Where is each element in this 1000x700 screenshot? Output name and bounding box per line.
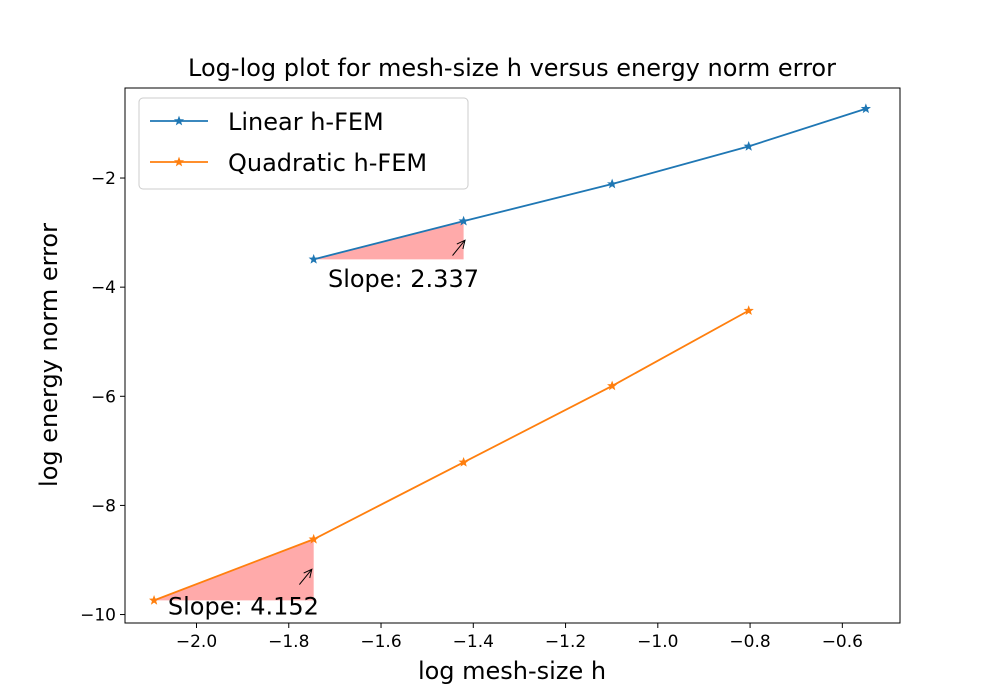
data-point	[607, 380, 618, 391]
data-point	[458, 215, 469, 226]
series-layer	[148, 103, 871, 605]
slope-arrow-head	[303, 568, 313, 579]
y-axis: −10 −8 −6 −4 −2	[80, 169, 125, 626]
legend-marker	[173, 156, 185, 167]
x-tick-label: −1.2	[545, 632, 586, 652]
data-point	[743, 305, 754, 315]
x-tick-label: −0.6	[822, 632, 863, 652]
slope-label: Slope: 4.152	[168, 593, 319, 621]
y-tick-label: −6	[91, 387, 116, 407]
y-axis-title: log energy norm error	[35, 223, 63, 487]
x-axis-title: log mesh-size h	[418, 657, 606, 685]
y-tick-label: −8	[91, 496, 116, 516]
annotation-layer: Slope: 2.337 Slope: 4.152	[154, 221, 479, 621]
data-point	[308, 533, 319, 544]
data-point	[607, 178, 618, 189]
data-point	[743, 141, 754, 151]
legend: Linear h-FEM Quadratic h-FEM	[138, 97, 469, 190]
legend-marker	[173, 115, 185, 126]
series-line	[153, 309, 750, 602]
slope-label: Slope: 2.337	[328, 265, 479, 293]
legend-label: Quadratic h-FEM	[228, 149, 427, 177]
x-tick-label: −1.8	[268, 632, 309, 652]
x-tick-label: −0.8	[729, 632, 770, 652]
slope-arrow-shaft	[298, 568, 313, 585]
data-point	[458, 456, 469, 467]
slope-arrow-shaft	[452, 239, 466, 256]
data-point	[860, 103, 871, 114]
slope-arrow-head	[456, 239, 466, 250]
legend-label: Linear h-FEM	[228, 108, 384, 136]
x-tick-label: −2.0	[176, 632, 217, 652]
chart-title: Log-log plot for mesh-size h versus ener…	[188, 54, 836, 82]
legend-box	[138, 97, 469, 190]
plot-frame	[124, 87, 901, 624]
data-point	[148, 595, 160, 605]
x-tick-label: −1.6	[360, 632, 401, 652]
y-tick-label: −4	[91, 278, 116, 298]
y-tick-label: −10	[80, 606, 116, 626]
data-point	[308, 253, 319, 264]
x-axis: −2.0 −1.8 −1.6 −1.4 −1.2 −1.0 −0.8 −0.6	[176, 623, 863, 652]
x-tick-label: −1.4	[453, 632, 494, 652]
x-tick-label: −1.0	[637, 632, 678, 652]
y-tick-label: −2	[91, 169, 116, 189]
